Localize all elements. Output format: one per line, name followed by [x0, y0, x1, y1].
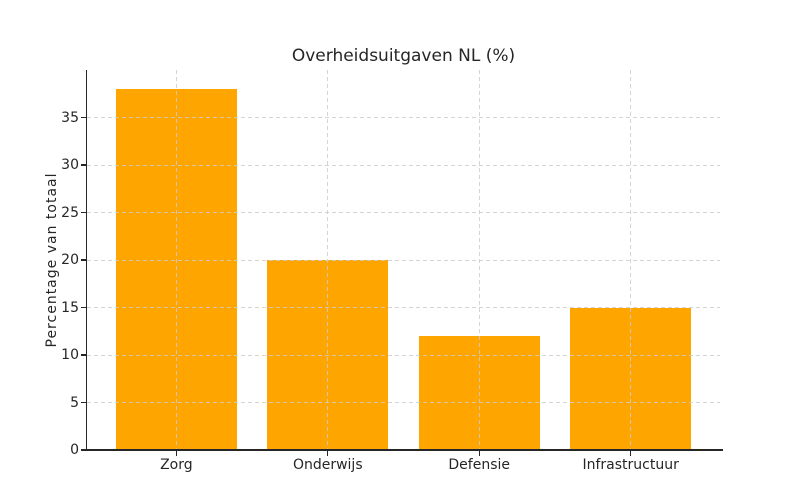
bottom-spine [85, 449, 723, 452]
x-tick-mark [175, 451, 178, 456]
y-tick-mark [81, 401, 86, 404]
x-tick-mark [478, 451, 480, 456]
x-tick-label: Defensie [448, 457, 511, 473]
y-tick-label: 35 [61, 109, 79, 126]
y-tick-label: 5 [70, 394, 79, 411]
h-gridline [87, 117, 720, 118]
v-gridline [630, 70, 632, 450]
h-gridline [87, 307, 720, 308]
v-gridline [327, 70, 329, 450]
x-tick-label: Onderwijs [292, 457, 363, 473]
x-tick-label: Zorg [160, 457, 193, 473]
plot-area [87, 70, 720, 450]
y-tick-label: 10 [61, 347, 79, 363]
x-tick-label: Infrastructuur [582, 457, 679, 473]
left-spine [85, 70, 88, 451]
y-tick-label: 25 [61, 204, 79, 221]
h-gridline [87, 164, 720, 166]
y-tick-mark [81, 354, 86, 356]
y-tick-mark [81, 211, 86, 214]
y-tick-mark [81, 164, 86, 166]
y-tick-mark [81, 449, 86, 451]
h-gridline [87, 354, 720, 356]
chart-title: Overheidsuitgaven NL (%) [291, 46, 516, 66]
y-tick-label: 30 [61, 157, 79, 173]
h-gridline [87, 259, 720, 261]
y-tick-label: 0 [70, 442, 79, 458]
h-gridline [87, 212, 720, 213]
y-tick-label: 15 [61, 299, 79, 316]
y-tick-mark [81, 116, 86, 119]
x-tick-mark [327, 451, 329, 456]
v-gridline [175, 70, 177, 450]
y-tick-mark [81, 259, 86, 261]
h-gridline [87, 402, 720, 403]
y-tick-label: 20 [61, 252, 79, 268]
v-gridline [478, 70, 480, 450]
x-tick-mark [629, 451, 632, 456]
y-tick-mark [81, 306, 86, 309]
